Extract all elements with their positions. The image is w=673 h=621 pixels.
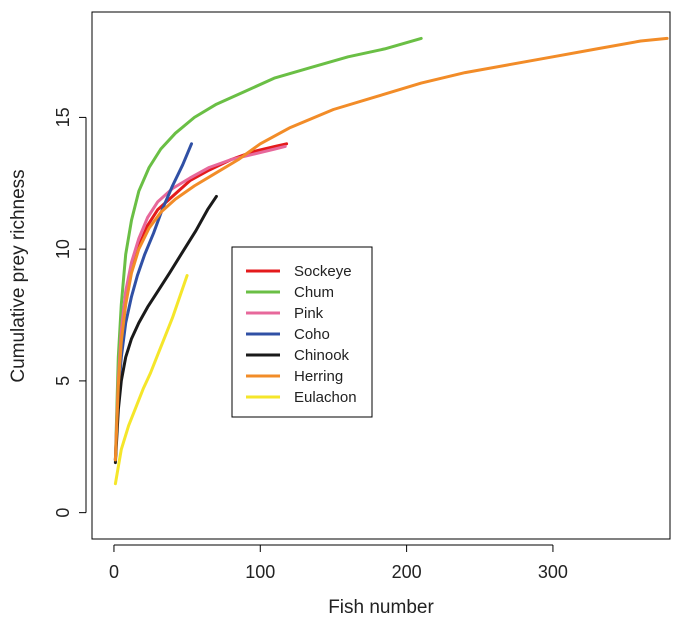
y-axis: 0 5 10 15 (53, 107, 87, 518)
series-line-chum (113, 36, 423, 462)
legend-label: Chinook (294, 347, 350, 364)
x-tick-label: 300 (538, 562, 568, 582)
legend-label: Chum (294, 284, 334, 301)
y-axis-title: Cumulative prey richness (8, 169, 29, 382)
plot-frame (91, 11, 671, 540)
series-line-chinook (113, 194, 218, 465)
x-tick-label: 100 (245, 562, 275, 582)
y-tick-label: 5 (53, 376, 73, 386)
legend-label: Sockeye (294, 263, 352, 280)
y-tick-label: 0 (53, 508, 73, 518)
legend-label: Eulachon (294, 389, 357, 406)
x-tick-label: 200 (392, 562, 422, 582)
series-layer (113, 36, 669, 486)
series-line-herring (113, 36, 669, 462)
legend: Sockeye Chum Pink Coho Chinook Herring Eulacho… (231, 246, 373, 418)
x-tick-label: 0 (109, 562, 119, 582)
x-axis-title: Fish number (328, 597, 434, 618)
legend-label: Pink (294, 305, 324, 322)
y-tick-label: 15 (53, 107, 73, 127)
series-line-eulachon (113, 274, 189, 486)
legend-box (231, 246, 373, 418)
legend-label: Coho (294, 326, 330, 343)
y-tick-label: 10 (53, 239, 73, 259)
x-axis: 0 100 200 300 (109, 544, 568, 582)
legend-label: Herring (294, 368, 343, 385)
